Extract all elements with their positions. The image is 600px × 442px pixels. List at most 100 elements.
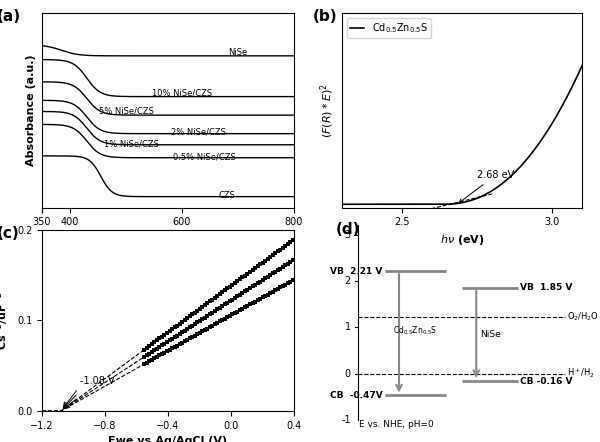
- Point: [245, 301, 255, 308]
- Point: [218, 303, 227, 310]
- Text: 1% NiSe/CZS: 1% NiSe/CZS: [104, 139, 159, 149]
- Point: [218, 316, 227, 324]
- Point: [273, 267, 283, 274]
- Point: [263, 291, 272, 298]
- Text: CB  -0.47V: CB -0.47V: [329, 391, 382, 400]
- Point: [175, 320, 184, 327]
- Text: 3: 3: [344, 230, 350, 240]
- Point: [193, 319, 202, 326]
- Point: [190, 320, 199, 328]
- Point: [263, 273, 272, 280]
- Point: [268, 288, 277, 295]
- Point: [271, 287, 280, 294]
- Point: [172, 342, 182, 349]
- Point: [140, 346, 149, 353]
- Point: [155, 335, 164, 342]
- Point: [202, 325, 212, 332]
- Point: [260, 275, 270, 282]
- Point: [197, 304, 207, 311]
- Point: [250, 281, 260, 288]
- Point: [170, 324, 179, 331]
- Point: [160, 340, 169, 347]
- Text: $\mathrm{Cd_{0.5}Zn_{0.5}S}$: $\mathrm{Cd_{0.5}Zn_{0.5}S}$: [394, 325, 437, 337]
- Point: [180, 338, 190, 345]
- Point: [275, 246, 285, 253]
- Point: [258, 259, 268, 266]
- Point: [145, 350, 154, 357]
- Point: [253, 280, 262, 287]
- Point: [242, 270, 252, 277]
- Point: [278, 244, 287, 251]
- Point: [205, 311, 215, 318]
- Text: NiSe: NiSe: [480, 330, 500, 339]
- Point: [242, 286, 252, 293]
- Point: [283, 240, 293, 248]
- Point: [215, 304, 224, 311]
- Point: [162, 339, 172, 346]
- Point: [248, 267, 257, 274]
- Point: [142, 352, 152, 359]
- Point: [195, 317, 205, 324]
- Text: 10% NiSe/CZS: 10% NiSe/CZS: [152, 88, 212, 97]
- Point: [208, 309, 217, 316]
- Point: [185, 324, 194, 331]
- Point: [152, 345, 162, 352]
- Point: [157, 351, 167, 358]
- Point: [235, 276, 245, 283]
- Text: (a): (a): [0, 9, 21, 24]
- Point: [167, 326, 177, 333]
- Point: [263, 255, 272, 263]
- X-axis label: Ewe vs.Ag/AgCl (V): Ewe vs.Ag/AgCl (V): [109, 436, 227, 442]
- Point: [197, 328, 207, 335]
- Point: [165, 346, 175, 353]
- Text: E vs. NHE, pH=0: E vs. NHE, pH=0: [359, 420, 434, 429]
- Point: [208, 296, 217, 303]
- Point: [250, 298, 260, 305]
- Point: [215, 318, 224, 325]
- Point: [260, 257, 270, 264]
- Point: [223, 285, 232, 292]
- Point: [152, 337, 162, 344]
- Point: [258, 276, 268, 283]
- Point: [182, 325, 192, 332]
- Point: [165, 328, 175, 335]
- Point: [280, 281, 290, 288]
- Point: [258, 294, 268, 301]
- Point: [190, 309, 199, 316]
- Point: [255, 295, 265, 302]
- Y-axis label: $(F(R)*E)^2$: $(F(R)*E)^2$: [319, 83, 337, 138]
- Point: [187, 311, 197, 318]
- Point: [283, 260, 293, 267]
- Point: [197, 316, 207, 323]
- Point: [230, 279, 240, 286]
- Point: [147, 340, 157, 347]
- Text: H$^+$/H$_2$    0.00 V: H$^+$/H$_2$ 0.00 V: [568, 367, 600, 380]
- Point: [195, 305, 205, 312]
- Point: [288, 257, 298, 264]
- Text: 0: 0: [344, 369, 350, 379]
- Point: [288, 237, 298, 244]
- Point: [223, 314, 232, 321]
- Point: [227, 281, 237, 288]
- Point: [240, 288, 250, 295]
- Point: [275, 284, 285, 291]
- Point: [149, 347, 159, 354]
- Point: [167, 345, 177, 352]
- Point: [170, 343, 179, 351]
- Point: [162, 348, 172, 355]
- Point: [286, 278, 295, 285]
- Text: 2% NiSe/CZS: 2% NiSe/CZS: [172, 127, 226, 136]
- Point: [268, 251, 277, 259]
- Point: [238, 305, 247, 312]
- Point: [200, 301, 209, 309]
- Point: [235, 291, 245, 298]
- Text: VB  1.85 V: VB 1.85 V: [520, 283, 573, 293]
- Point: [145, 358, 154, 365]
- Text: VB  2.21 V: VB 2.21 V: [330, 267, 382, 276]
- Text: -1: -1: [341, 415, 350, 425]
- Point: [160, 331, 169, 338]
- Point: [268, 270, 277, 277]
- Point: [205, 324, 215, 331]
- Point: [187, 322, 197, 329]
- Point: [140, 361, 149, 368]
